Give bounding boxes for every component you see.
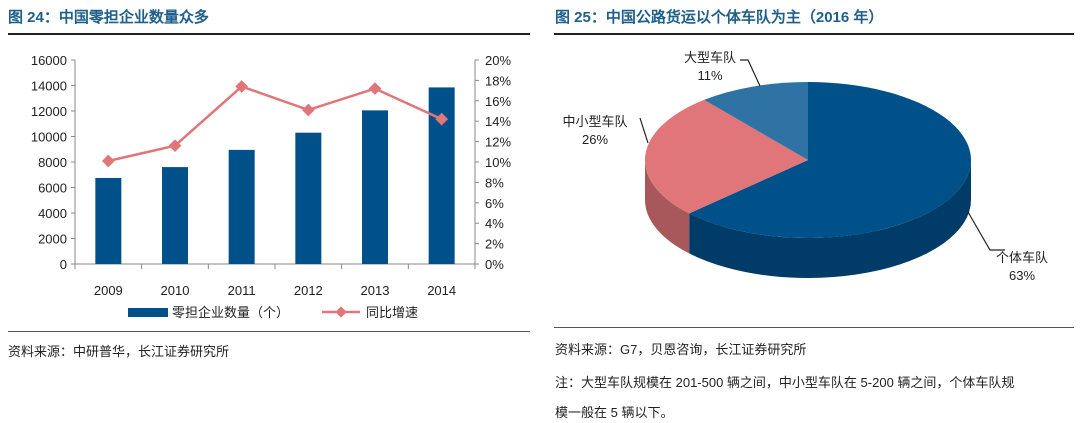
left-tick-label: 4000 — [38, 206, 67, 221]
left-source: 资料来源：中研普华，长江证券研究所 — [8, 344, 230, 359]
left-tick-label: 6000 — [38, 181, 67, 196]
bar-2012 — [295, 132, 322, 264]
left-tick-label: 16000 — [31, 53, 67, 68]
right-tick-label: 8% — [485, 175, 504, 190]
bar-2013 — [362, 110, 388, 264]
pie-slice-大型车队 — [704, 82, 808, 160]
right-title-rule — [554, 33, 1074, 35]
pie-side-中小型车队 — [645, 160, 690, 254]
x-tick-label: 2013 — [361, 283, 390, 298]
x-tick-label: 2009 — [94, 283, 123, 298]
pie-label-个体车队: 个体车队 — [996, 250, 1048, 265]
bar-2009 — [95, 177, 122, 264]
pie-leader-中小型车队 — [639, 117, 649, 144]
growth-point-2013 — [368, 82, 382, 95]
pie-slice-中小型车队 — [645, 99, 808, 214]
pie-label-中小型车队: 中小型车队 — [562, 114, 627, 129]
left-tick-label: 12000 — [31, 104, 67, 119]
growth-point-2009 — [101, 154, 115, 168]
pie-slice-个体车队 — [689, 82, 971, 238]
pie-value-大型车队: 11% — [697, 68, 722, 83]
pie-leader-个体车队 — [967, 211, 1005, 251]
x-tick-label: 2012 — [294, 283, 323, 298]
growth-point-2014 — [435, 112, 449, 126]
bar-2010 — [162, 167, 188, 264]
x-tick-label: 2011 — [228, 283, 256, 298]
bar-2011 — [228, 149, 255, 264]
growth-line — [108, 85, 443, 163]
pie-side-个体车队 — [689, 160, 971, 279]
legend-bar-swatch — [128, 308, 168, 317]
pie-label-大型车队: 大型车队 — [684, 50, 736, 65]
pie-value-中小型车队: 26% — [582, 132, 608, 147]
pie-leader-大型车队 — [740, 59, 761, 87]
left-source-rule — [8, 331, 530, 332]
left-tick-label: 10000 — [31, 130, 67, 145]
left-tick-label: 8000 — [38, 155, 67, 170]
left-tick-label: 0 — [60, 257, 67, 272]
left-tick-label: 2000 — [38, 232, 67, 247]
x-tick-label: 2010 — [161, 283, 190, 298]
right-note-2: 模一般在 5 辆以下。 — [555, 405, 674, 420]
left-title-rule — [8, 33, 530, 35]
right-source-rule — [554, 327, 1074, 328]
right-source: 资料来源：G7，贝恩咨询，长江证券研究所 — [555, 342, 807, 357]
right-tick-label: 10% — [485, 155, 511, 170]
right-tick-label: 4% — [485, 216, 504, 231]
pie-value-个体车队: 63% — [1009, 268, 1035, 283]
right-tick-label: 18% — [485, 73, 511, 88]
right-tick-label: 2% — [485, 237, 504, 252]
legend-line-marker — [335, 306, 347, 318]
right-tick-label: 14% — [485, 114, 511, 129]
left-chart-title: 图 24：中国零担企业数量众多 — [8, 9, 209, 26]
left-tick-label: 14000 — [31, 79, 67, 94]
legend-bar-label: 零担企业数量（个） — [172, 305, 289, 320]
x-tick-label: 2014 — [427, 283, 456, 298]
right-tick-label: 0% — [485, 257, 504, 272]
right-note-1: 注：大型车队规模在 201-500 辆之间，中小型车队在 5-200 辆之间，个… — [555, 375, 1015, 390]
right-chart-title: 图 25：中国公路货运以个体车队为主（2016 年） — [555, 9, 884, 26]
right-tick-label: 6% — [485, 196, 504, 211]
legend-line-label: 同比增速 — [366, 305, 418, 320]
growth-point-2010 — [168, 139, 182, 153]
growth-point-2011 — [235, 80, 249, 93]
right-tick-label: 20% — [485, 53, 511, 68]
right-tick-label: 16% — [485, 94, 511, 109]
growth-point-2012 — [301, 103, 315, 117]
right-tick-label: 12% — [485, 135, 511, 150]
